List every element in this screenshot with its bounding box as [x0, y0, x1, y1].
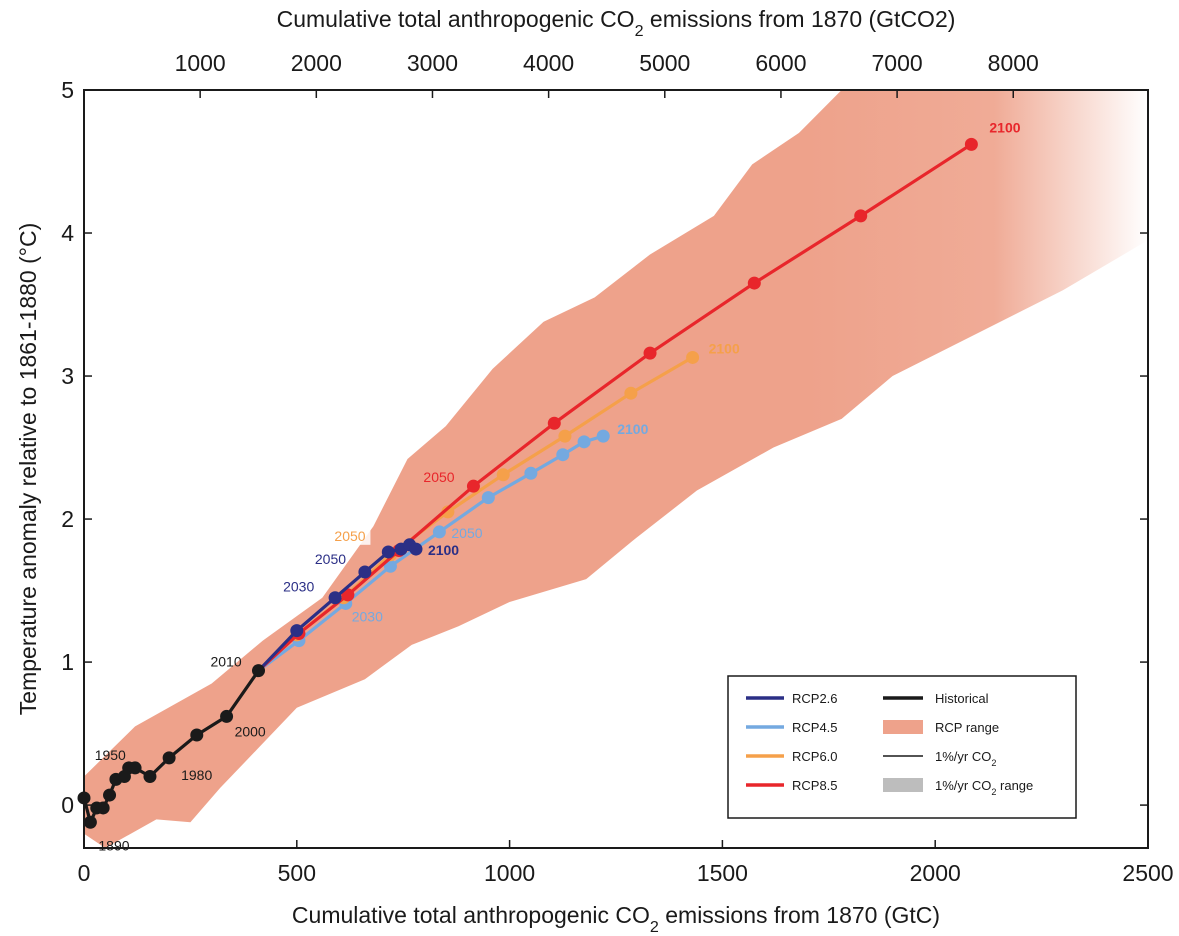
year-label: 2100: [709, 340, 740, 356]
x2-axis-title: Cumulative total anthropogenic CO2 emiss…: [277, 6, 956, 40]
series-line-rcp8-5: [257, 142, 973, 672]
x2-tick-label: 4000: [523, 50, 574, 76]
x-axis-title: Cumulative total anthropogenic CO2 emiss…: [292, 902, 940, 936]
year-label: 2030: [352, 608, 383, 624]
year-label: 2100: [617, 421, 648, 437]
y-tick-label: 5: [61, 77, 74, 103]
series-line-rcp4-5: [257, 434, 604, 672]
data-point-historical: [143, 769, 157, 783]
year-label: 1950: [95, 747, 126, 763]
data-point-historical: [103, 788, 117, 802]
legend-label: Historical: [935, 691, 989, 706]
x2-tick-label: 5000: [639, 50, 690, 76]
x2-tick-label: 1000: [175, 50, 226, 76]
legend-label: RCP8.5: [792, 778, 838, 793]
x2-tick-label: 8000: [988, 50, 1039, 76]
data-point-historical: [190, 728, 204, 742]
x-tick-label: 500: [278, 860, 316, 886]
data-point-rcp6-0: [558, 429, 572, 443]
year-label: 2050: [451, 525, 482, 541]
data-point-rcp4-5: [596, 429, 610, 443]
data-point-rcp6-0: [624, 386, 638, 400]
data-point-rcp4-5: [481, 491, 495, 505]
year-label: 2100: [989, 119, 1020, 135]
data-point-rcp6-0: [686, 350, 700, 364]
data-point-rcp8-5: [964, 137, 978, 151]
legend-label: 1%/yr CO2: [935, 749, 996, 768]
legend-swatch-patch: [883, 720, 923, 734]
data-point-rcp2-6: [381, 545, 395, 559]
legend-label: RCP2.6: [792, 691, 838, 706]
legend-label: 1%/yr CO2 range: [935, 778, 1033, 797]
data-point-rcp2-6: [328, 591, 342, 605]
year-label: 2030: [283, 579, 314, 595]
data-point-rcp8-5: [466, 479, 480, 493]
x-tick-label: 2500: [1122, 860, 1173, 886]
data-point-rcp4-5: [524, 466, 538, 480]
data-point-rcp2-6: [290, 624, 304, 638]
year-label: 1980: [181, 767, 212, 783]
data-point-rcp6-0: [441, 505, 455, 519]
data-point-historical: [220, 709, 234, 723]
y-tick-label: 4: [61, 220, 74, 246]
data-point-historical: [96, 801, 110, 815]
data-point-rcp8-5: [341, 588, 355, 602]
year-label: 1890: [98, 837, 129, 853]
year-label: 2100: [428, 542, 459, 558]
year-label: 2050: [423, 469, 454, 485]
x-tick-label: 1500: [697, 860, 748, 886]
y-tick-label: 2: [61, 506, 74, 532]
data-point-rcp8-5: [643, 346, 657, 360]
data-point-rcp2-6: [358, 565, 372, 579]
rcp-range-band: [84, 90, 1148, 848]
x-tick-label: 2000: [910, 860, 961, 886]
data-point-rcp4-5: [383, 559, 397, 573]
year-label: 2050: [334, 528, 365, 544]
legend-swatch-patch: [883, 778, 923, 792]
data-point-historical: [162, 751, 176, 765]
data-point-rcp8-5: [854, 209, 868, 223]
data-point-rcp4-5: [432, 525, 446, 539]
data-point-historical: [251, 664, 265, 678]
data-point-rcp2-6: [409, 542, 423, 556]
year-label: 2010: [210, 654, 241, 670]
data-point-historical: [128, 761, 142, 775]
y-tick-label: 3: [61, 363, 74, 389]
year-label: 2050: [315, 551, 346, 567]
x-tick-label: 0: [78, 860, 91, 886]
plot-frame: [83, 89, 1149, 849]
data-point-historical: [83, 815, 97, 829]
legend-label: RCP range: [935, 720, 999, 735]
legend-label: RCP6.0: [792, 749, 838, 764]
label-backdrop: [332, 526, 371, 545]
data-point-rcp4-5: [556, 448, 570, 462]
x2-tick-label: 3000: [407, 50, 458, 76]
legend-label: RCP4.5: [792, 720, 838, 735]
data-point-rcp8-5: [747, 276, 761, 290]
y-tick-label: 1: [61, 649, 74, 675]
y-axis-title: Temperature anomaly relative to 1861-188…: [15, 223, 41, 715]
data-point-rcp6-0: [496, 468, 510, 482]
year-label: 2000: [235, 723, 266, 739]
y-tick-label: 0: [61, 792, 74, 818]
x2-tick-label: 2000: [291, 50, 342, 76]
x2-tick-label: 6000: [755, 50, 806, 76]
x-tick-label: 1000: [484, 860, 535, 886]
x2-tick-label: 7000: [872, 50, 923, 76]
data-point-rcp4-5: [577, 435, 591, 449]
data-point-rcp8-5: [547, 416, 561, 430]
